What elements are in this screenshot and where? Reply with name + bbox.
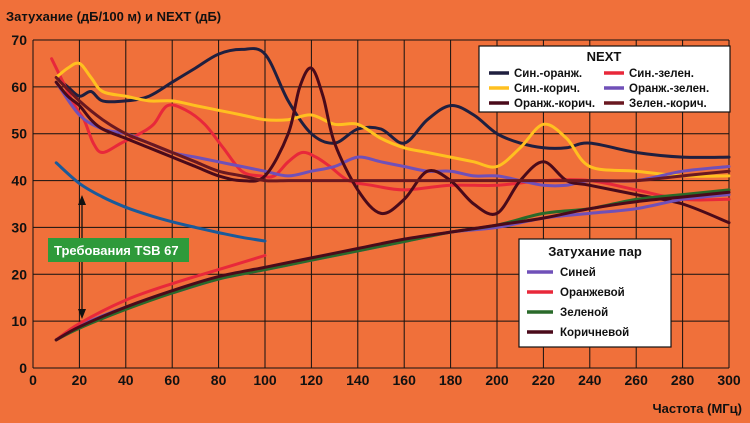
y-tick-label: 0 [19, 360, 27, 376]
next-line-4 [54, 66, 731, 225]
next-legend-box [478, 45, 731, 113]
x-tick-label: 240 [578, 372, 602, 388]
attenuation-legend: Затухание пар Синей Оранжевой Зеленой Корич… [518, 238, 672, 348]
annotation-box [48, 238, 189, 262]
next-legend-label: Оранж.-корич. [514, 98, 595, 110]
next-legend: NEXT Син.-оранж. Син.-зелен. Син.-корич. Ор… [478, 45, 731, 113]
next-line-2 [54, 61, 731, 178]
annotation-arrow-up [78, 195, 86, 205]
next-line-5 [54, 76, 731, 183]
x-tick-label: 20 [72, 372, 88, 388]
x-tick-label: 300 [717, 372, 741, 388]
attenuation-legend-label: Зеленой [560, 307, 608, 319]
y-tick-label: 70 [11, 32, 27, 48]
x-tick-label: 0 [29, 372, 37, 388]
series-lines [50, 47, 731, 342]
x-axis-label: Частота (МГц) [653, 401, 742, 416]
x-tick-label: 100 [253, 372, 277, 388]
x-tick-label: 280 [671, 372, 695, 388]
next-legend-label: Син.-зелен. [629, 68, 694, 80]
x-tick-label: 120 [300, 372, 324, 388]
y-tick-label: 50 [11, 126, 27, 142]
attenuation-legend-label: Синей [560, 267, 596, 279]
next-legend-label: Зелен.-корич. [629, 98, 707, 110]
attenuation-line-10 [54, 190, 731, 342]
y-tick-label: 60 [11, 79, 27, 95]
x-tick-label: 80 [211, 372, 227, 388]
next-legend-label: Син.-корич. [514, 83, 580, 95]
y-tick-label: 10 [11, 313, 27, 329]
y-tick-label: 20 [11, 266, 27, 282]
annotation-arrow-down [78, 309, 86, 319]
x-tick-label: 160 [393, 372, 417, 388]
x-tick-label: 180 [439, 372, 463, 388]
y-tick-label: 30 [11, 219, 27, 235]
x-tick-label: 220 [532, 372, 556, 388]
x-tick-label: 200 [485, 372, 509, 388]
annotation-text: Требования TSB 67 [54, 243, 179, 258]
next-legend-label: Оранж.-зелен. [629, 83, 709, 95]
tsb67-annotation: Требования TSB 67 [48, 195, 189, 319]
tsb67-limit-line-6 [54, 161, 267, 243]
x-tick-label: 60 [164, 372, 180, 388]
x-tick-label: 260 [625, 372, 649, 388]
attenuation-line-8 [54, 254, 267, 342]
next-legend-label: Син.-оранж. [514, 68, 582, 80]
attenuation-legend-label: Коричневой [560, 327, 629, 339]
tick-labels: 0 20 40 60 80 100 120 140 160 180 200 220 240 260 280 3… [11, 32, 740, 388]
chart-title: Затухание (дБ/100 м) и NEXT (дБ) [6, 9, 221, 24]
next-line-1 [50, 57, 731, 202]
x-tick-label: 140 [346, 372, 370, 388]
next-legend-title: NEXT [587, 49, 622, 64]
attenuation-legend-title: Затухание пар [548, 244, 642, 259]
attenuation-legend-label: Оранжевой [560, 287, 625, 299]
y-tick-label: 40 [11, 173, 27, 189]
x-tick-label: 40 [118, 372, 134, 388]
